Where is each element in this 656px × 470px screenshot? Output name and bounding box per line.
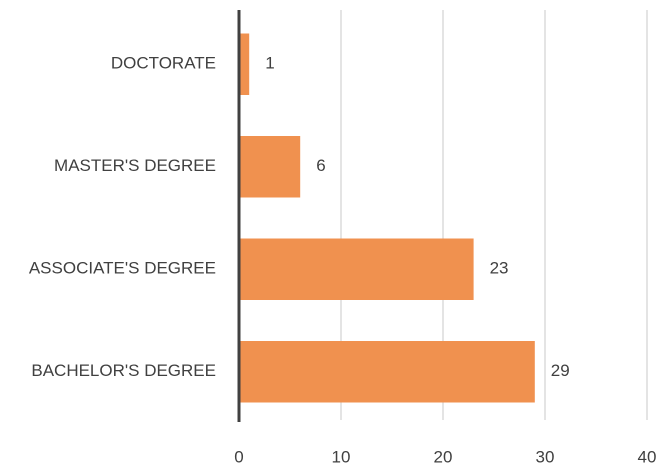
- data-label: 29: [551, 361, 570, 380]
- y-tick-label: DOCTORATE: [111, 54, 216, 73]
- bar: [239, 33, 250, 95]
- bar: [239, 341, 535, 403]
- x-tick-label: 40: [638, 447, 656, 466]
- data-label: 1: [265, 54, 274, 73]
- x-tick-label: 20: [434, 447, 453, 466]
- bar: [239, 136, 301, 198]
- x-tick-label: 30: [536, 447, 555, 466]
- data-label: 23: [490, 259, 509, 278]
- bar: [239, 238, 474, 300]
- x-tick-label: 0: [234, 447, 243, 466]
- y-tick-label: BACHELOR'S DEGREE: [31, 361, 216, 380]
- y-tick-label: ASSOCIATE'S DEGREE: [29, 259, 216, 278]
- y-tick-label: MASTER'S DEGREE: [54, 156, 216, 175]
- data-label: 6: [316, 156, 325, 175]
- x-tick-label: 10: [332, 447, 351, 466]
